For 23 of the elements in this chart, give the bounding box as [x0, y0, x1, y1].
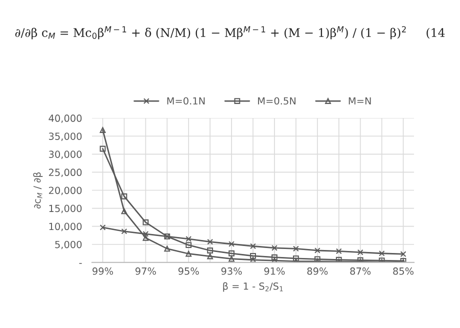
text: ∂/∂β c$_{M}$ = Mc$_{0}$β$^{M−1}$ + δ (N/M) (1 − Mβ$^{M−1}$ + (M − 1)β$^{M}$) / (1 − β)$^{2}$ (14 — [15, 26, 445, 40]
y-tick-label: 15,000 — [49, 204, 82, 214]
y-tick-label: 5,000 — [55, 240, 82, 250]
legend-label: M=0.5N — [258, 97, 296, 105]
y-tick-label: 10,000 — [49, 222, 82, 232]
x-tick-label: 93% — [221, 267, 242, 275]
x-tick-label: 91% — [264, 267, 285, 275]
x-tick-label: 95% — [178, 267, 199, 275]
legend-label: M=N — [348, 97, 371, 104]
y-tick-label: - — [79, 263, 82, 264]
x-tick-label: 97% — [135, 267, 156, 275]
y-tick-label: 35,000 — [49, 132, 82, 141]
x-tick-label: 89% — [307, 267, 328, 275]
legend-label: M=0.1N — [167, 97, 205, 105]
y-tick-label: 30,000 — [49, 150, 82, 159]
x-tick-label: 87% — [350, 267, 371, 275]
x-tick-label: 99% — [92, 267, 113, 275]
y-axis-title: ∂c$_{M}$ / ∂β — [33, 172, 43, 208]
y-tick-label: 40,000 — [48, 114, 82, 123]
y-tick-label: 25,000 — [48, 168, 82, 178]
x-axis-title: β = 1 - S$_{2}$/S$_{1}$ — [223, 282, 283, 292]
y-tick-label: 20,000 — [48, 186, 82, 196]
x-tick-label: 85% — [393, 267, 414, 275]
